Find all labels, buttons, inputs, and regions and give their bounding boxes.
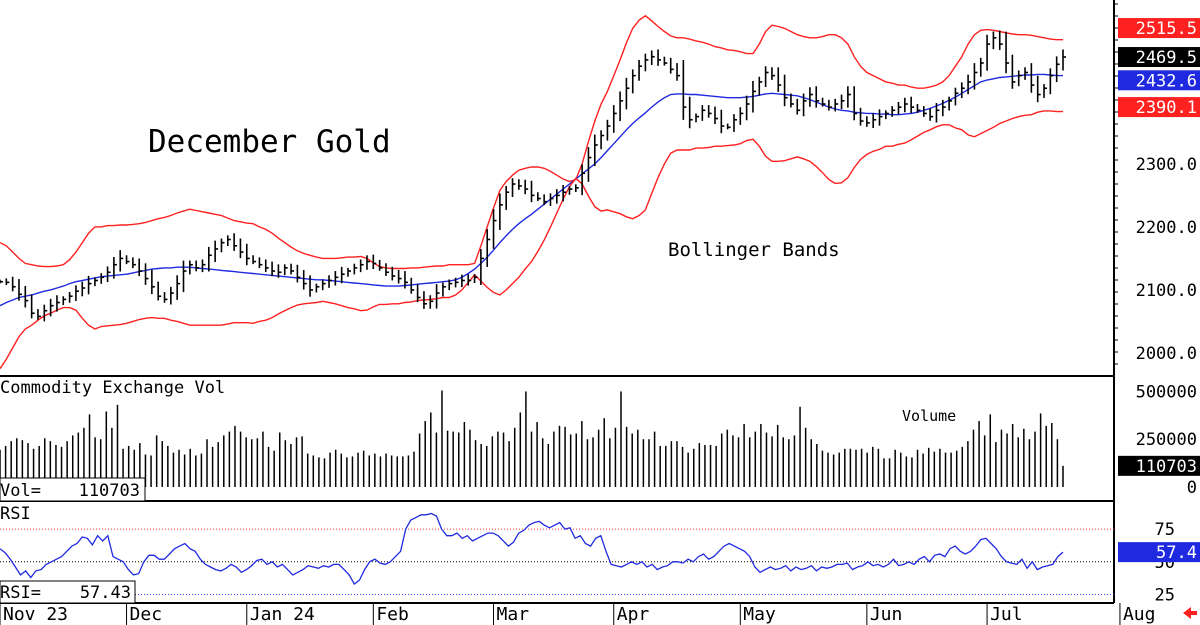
volume-annotation: Volume [902, 407, 956, 425]
rsi-readout-value: 57.43 [80, 583, 131, 603]
price-marker-box [1118, 47, 1200, 68]
volume-tick-label: 250000 [1136, 430, 1197, 450]
price-marker-label: 2432.6 [1136, 71, 1197, 91]
rsi-marker-label: 57.4 [1156, 543, 1197, 563]
x-tick-label: Jun [870, 604, 903, 625]
arrow-left-icon[interactable] [1183, 607, 1197, 619]
price-marker-label: 2390.1 [1136, 98, 1197, 118]
price-marker-box [1118, 18, 1200, 39]
price-marker-box [1118, 70, 1200, 91]
bollinger-annotation: Bollinger Bands [668, 239, 840, 261]
price-tick-label: 2100.0 [1136, 281, 1197, 301]
line-rsi [0, 512, 1064, 585]
price-marker-box [1118, 97, 1200, 118]
x-tick-label: Mar [497, 604, 530, 625]
rsi-readout-box [0, 580, 136, 604]
price-tick-label: 2000.0 [1136, 344, 1197, 364]
rsi-tick-label: 25 [1155, 585, 1175, 605]
volume-panel-title: Commodity Exchange Vol [0, 378, 225, 398]
volume-readout-box [0, 477, 146, 502]
rsi-marker-box [1118, 542, 1200, 563]
x-tick-label: Aug [1123, 604, 1156, 625]
x-tick-label: Dec [130, 604, 163, 625]
price-marker-label: 2515.5 [1136, 19, 1197, 39]
x-tick-label: Jan 24 [250, 604, 315, 625]
line-bollinger-lower [0, 110, 1063, 370]
line-bollinger-upper [0, 14, 1063, 270]
volume-marker-box [1118, 455, 1200, 476]
volume-tick-label: 0 [1187, 478, 1197, 498]
volume-marker-label: 110703 [1136, 457, 1197, 477]
x-tick-label: Feb [376, 604, 409, 625]
volume-readout-value: 110703 [79, 481, 140, 501]
volume-tick-label: 500000 [1136, 382, 1197, 402]
x-tick-label: Nov 23 [3, 604, 68, 625]
price-marker-label: 2469.5 [1136, 48, 1197, 68]
rsi-readout-label: RSI= [0, 583, 41, 603]
x-tick-label: May [743, 604, 776, 625]
rsi-tick-label: 75 [1155, 520, 1175, 540]
x-tick-label: Apr [617, 604, 650, 625]
volume-readout-label: Vol= [0, 481, 41, 501]
rsi-panel-title: RSI [0, 504, 31, 524]
price-tick-label: 2300.0 [1136, 155, 1197, 175]
chart-title: December Gold [148, 124, 391, 160]
price-tick-label: 2200.0 [1136, 218, 1197, 238]
x-tick-label: Jul [990, 604, 1023, 625]
